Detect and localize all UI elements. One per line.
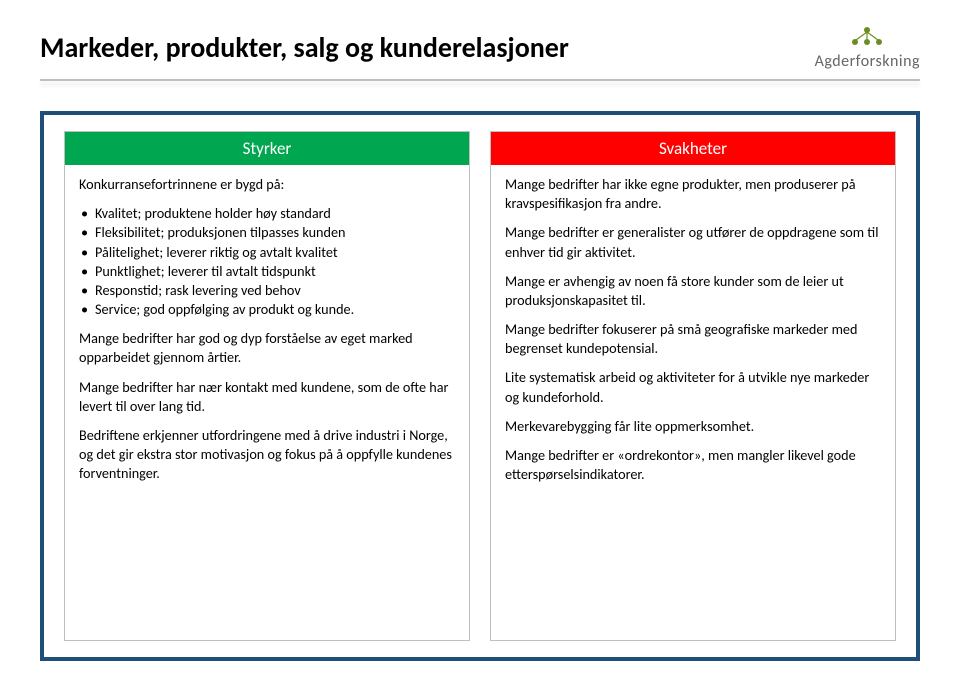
weaknesses-body: Mange bedrifter har ikke egne produkter,…	[491, 165, 895, 504]
strengths-paragraph: Mange bedrifter har god og dyp forståels…	[79, 329, 455, 367]
strengths-bullets: Kvalitet; produktene holder høy standard…	[79, 204, 455, 319]
slide-title: Markeder, produkter, salg og kunderelasj…	[40, 30, 569, 65]
weaknesses-paragraph: Lite systematisk arbeid og aktiviteter f…	[505, 368, 881, 406]
weaknesses-paragraph: Mange er avhengig av noen få store kunde…	[505, 272, 881, 310]
logo: Agderforskning	[815, 24, 920, 71]
strengths-paragraph: Mange bedrifter har nær kontakt med kund…	[79, 378, 455, 416]
strengths-bullet: Responstid; rask levering ved behov	[81, 281, 455, 300]
slide: Markeder, produkter, salg og kunderelasj…	[0, 0, 960, 684]
weaknesses-paragraph: Mange bedrifter er generalister og utfør…	[505, 223, 881, 261]
strengths-paragraph: Bedriftene erkjenner utfordringene med å…	[79, 426, 455, 484]
strengths-bullet: Punktlighet; leverer til avtalt tidspunk…	[81, 262, 455, 281]
content-frame: Styrker Konkurransefortrinnene er bygd p…	[40, 111, 920, 661]
strengths-bullet: Kvalitet; produktene holder høy standard	[81, 204, 455, 223]
weaknesses-paragraph: Mange bedrifter har ikke egne produkter,…	[505, 175, 881, 213]
strengths-header: Styrker	[65, 132, 469, 165]
header-divider	[40, 79, 920, 81]
weaknesses-column: Svakheter Mange bedrifter har ikke egne …	[490, 131, 896, 641]
slide-header: Markeder, produkter, salg og kunderelasj…	[0, 0, 960, 79]
strengths-bullet: Service; god oppfølging av produkt og ku…	[81, 300, 455, 319]
weaknesses-paragraph: Merkevarebygging får lite oppmerksomhet.	[505, 417, 881, 436]
weaknesses-paragraph: Mange bedrifter er «ordrekontor», men ma…	[505, 446, 881, 484]
strengths-bullet: Fleksibilitet; produksjonen tilpasses ku…	[81, 223, 455, 242]
strengths-lead: Konkurransefortrinnene er bygd på:	[79, 175, 455, 194]
strengths-body: Konkurransefortrinnene er bygd på: Kvali…	[65, 165, 469, 503]
logo-icon	[845, 24, 889, 50]
strengths-bullet: Pålitelighet; leverer riktig og avtalt k…	[81, 243, 455, 262]
strengths-column: Styrker Konkurransefortrinnene er bygd p…	[64, 131, 470, 641]
weaknesses-header: Svakheter	[491, 132, 895, 165]
weaknesses-paragraph: Mange bedrifter fokuserer på små geograf…	[505, 320, 881, 358]
logo-text: Agderforskning	[815, 52, 920, 71]
